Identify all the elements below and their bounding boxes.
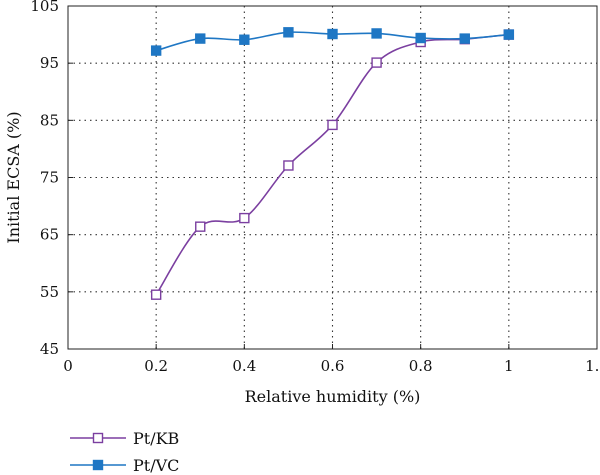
data-point bbox=[283, 27, 294, 38]
x-tick-label: 0.4 bbox=[232, 357, 256, 375]
y-tick-label: 45 bbox=[40, 340, 59, 358]
series-pt-vc bbox=[150, 27, 515, 56]
y-tick-label: 75 bbox=[40, 169, 59, 187]
data-point bbox=[503, 29, 515, 40]
grid-lines bbox=[68, 6, 597, 349]
y-tick-label: 105 bbox=[30, 0, 59, 15]
legend: Pt/KB Pt/VC bbox=[70, 429, 179, 475]
series-layer bbox=[150, 27, 515, 300]
x-tick-label: 0.2 bbox=[144, 357, 168, 375]
y-tick-label: 65 bbox=[40, 226, 59, 244]
series-line bbox=[155, 33, 509, 296]
legend-marker bbox=[92, 459, 104, 471]
data-point bbox=[415, 32, 426, 44]
legend-item: Pt/KB bbox=[70, 429, 179, 448]
data-point bbox=[283, 160, 294, 171]
data-point bbox=[239, 34, 250, 45]
data-point bbox=[150, 45, 162, 56]
data-point bbox=[195, 33, 206, 44]
y-tick-label: 55 bbox=[40, 283, 59, 301]
legend-label: Pt/KB bbox=[133, 429, 179, 448]
data-point bbox=[371, 57, 382, 68]
data-point bbox=[327, 28, 338, 40]
x-tick-label: 1 bbox=[504, 357, 514, 375]
y-tick-label: 85 bbox=[40, 111, 59, 129]
series-pt-kb bbox=[150, 29, 515, 300]
data-point bbox=[195, 221, 206, 232]
legend-label: Pt/VC bbox=[133, 456, 179, 475]
y-axis-title: Initial ECSA (%) bbox=[4, 111, 23, 243]
y-tick-label: 95 bbox=[40, 54, 59, 72]
legend-item: Pt/VC bbox=[70, 456, 179, 475]
data-point bbox=[371, 28, 382, 39]
x-tick-label: 1.2 bbox=[585, 357, 600, 375]
data-point bbox=[327, 119, 338, 131]
x-tick-label: 0.8 bbox=[409, 357, 433, 375]
legend-marker bbox=[92, 432, 104, 444]
data-point bbox=[459, 33, 470, 44]
y-axis: 45 55 65 75 85 95 105 bbox=[30, 0, 73, 358]
x-axis: 0 0.2 0.4 0.6 0.8 1 1.2 bbox=[63, 344, 600, 375]
x-tick-label: 0 bbox=[63, 357, 73, 375]
x-tick-label: 0.6 bbox=[321, 357, 345, 375]
x-axis-title: Relative humidity (%) bbox=[245, 387, 421, 406]
data-point bbox=[150, 289, 162, 300]
data-point bbox=[239, 212, 250, 224]
